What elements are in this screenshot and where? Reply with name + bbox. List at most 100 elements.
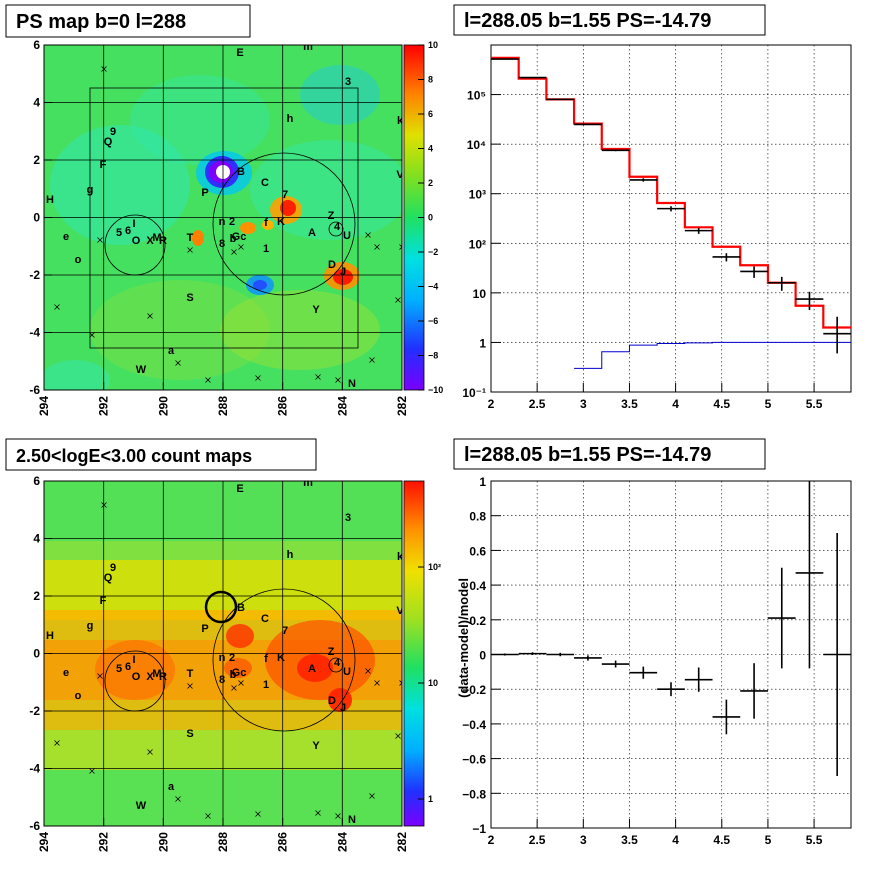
colorbar-tick-label: −6 bbox=[428, 316, 438, 326]
source-label: N bbox=[348, 814, 356, 826]
source-label: 3 bbox=[345, 76, 351, 88]
source-marker bbox=[205, 813, 211, 819]
x-tick-label: 5.5 bbox=[806, 397, 823, 411]
x-tick-label: 294 bbox=[37, 832, 51, 852]
source-label: b bbox=[230, 669, 237, 681]
colorbar-tick-label: 8 bbox=[428, 75, 433, 85]
source-label: P bbox=[201, 623, 208, 635]
x-tick-label: 3 bbox=[580, 833, 587, 847]
source-marker bbox=[238, 680, 244, 686]
source-label: b bbox=[230, 233, 237, 245]
source-label: n bbox=[219, 652, 226, 664]
source-marker bbox=[101, 502, 107, 508]
x-tick-label: 2 bbox=[488, 833, 495, 847]
source-label: J bbox=[340, 266, 346, 278]
x-tick-label: 292 bbox=[97, 832, 111, 852]
source-label: k bbox=[397, 115, 404, 127]
source-label: P bbox=[201, 187, 208, 199]
source-marker bbox=[101, 66, 107, 72]
ps-map-title: PS map b=0 l=288 bbox=[16, 11, 186, 33]
y-tick-label: 2 bbox=[33, 589, 40, 603]
source-label: 2 bbox=[229, 652, 235, 664]
source-label: a bbox=[168, 345, 175, 357]
source-label: Gc bbox=[232, 667, 247, 679]
colorbar-tick-label: 0 bbox=[428, 213, 433, 223]
source-label: o bbox=[75, 254, 82, 266]
source-label: O bbox=[132, 235, 141, 247]
source-label: 1 bbox=[263, 243, 269, 255]
source-marker bbox=[369, 357, 375, 363]
source-marker bbox=[395, 297, 401, 303]
y-tick-label: -2 bbox=[29, 704, 40, 718]
x-tick-label: 286 bbox=[276, 396, 290, 416]
x-tick-label: 288 bbox=[216, 396, 230, 416]
source-marker bbox=[399, 244, 402, 250]
source-marker bbox=[54, 304, 60, 310]
x-tick-label: 290 bbox=[156, 396, 170, 416]
source-label: n bbox=[219, 216, 226, 228]
x-tick-label: 282 bbox=[395, 396, 409, 416]
source-label: C bbox=[261, 613, 269, 625]
source-label: 8 bbox=[219, 674, 225, 686]
x-tick-label: 5 bbox=[765, 397, 772, 411]
colorbar-tick-label: 10 bbox=[428, 40, 438, 50]
residual-panel: 2 2.5 3 3.5 4 4.5 5 5.5 1 0.8 0.6 0.4 0.2 0 −0.2 −0.4 −… bbox=[453, 438, 852, 847]
source-marker bbox=[315, 810, 321, 816]
x-tick-label: 4 bbox=[672, 397, 679, 411]
source-label: J bbox=[340, 702, 346, 714]
source-label: B bbox=[237, 602, 245, 614]
x-tick-label: 5.5 bbox=[806, 833, 823, 847]
source-label: h bbox=[287, 549, 294, 561]
source-marker bbox=[147, 313, 153, 319]
source-label: f bbox=[264, 217, 268, 229]
source-marker bbox=[187, 247, 193, 253]
source-marker bbox=[97, 237, 103, 243]
x-tick-label: 3 bbox=[580, 397, 587, 411]
source-label: M bbox=[152, 668, 161, 680]
colorbar-tick-label: 6 bbox=[428, 109, 433, 119]
source-marker bbox=[255, 811, 261, 817]
source-label: K bbox=[277, 216, 285, 228]
colorbar-tick-label: 2 bbox=[428, 178, 433, 188]
colorbar-tick-label: 4 bbox=[428, 144, 433, 154]
source-label: 7 bbox=[282, 189, 288, 201]
source-label: Z bbox=[328, 210, 335, 222]
y-tick-label: 10 bbox=[473, 287, 487, 301]
source-label: 4 bbox=[334, 657, 341, 669]
y-tick-label: −1 bbox=[472, 822, 486, 836]
y-tick-label: 1 bbox=[479, 475, 486, 489]
source-label: F bbox=[100, 595, 107, 607]
source-marker bbox=[335, 813, 341, 819]
source-label: U bbox=[343, 666, 351, 678]
source-label: Z bbox=[328, 646, 335, 658]
y-tick-label: 0 bbox=[33, 211, 40, 225]
source-label: 9 bbox=[110, 562, 116, 574]
source-label: D bbox=[328, 259, 336, 271]
y-tick-label: −0.4 bbox=[462, 718, 486, 732]
y-tick-label: 0.8 bbox=[469, 510, 486, 524]
y-tick-label: 6 bbox=[33, 474, 40, 488]
y-tick-label: 6 bbox=[33, 38, 40, 52]
source-marker bbox=[175, 796, 181, 802]
x-tick-label: 4.5 bbox=[713, 833, 730, 847]
source-label: Gc bbox=[232, 231, 247, 243]
x-tick-label: 3.5 bbox=[621, 397, 638, 411]
source-label: 5 bbox=[116, 663, 122, 675]
model-step-line bbox=[574, 341, 851, 369]
x-tick-label: 286 bbox=[276, 832, 290, 852]
x-tick-label: 2.5 bbox=[529, 833, 546, 847]
y-tick-label: -6 bbox=[29, 383, 40, 397]
y-tick-label: 0 bbox=[479, 649, 486, 663]
source-label: e bbox=[63, 231, 69, 243]
source-marker bbox=[255, 375, 261, 381]
y-tick-label: -4 bbox=[29, 326, 40, 340]
x-tick-label: 4.5 bbox=[713, 397, 730, 411]
source-marker bbox=[54, 740, 60, 746]
spectrum-panel: 2 2.5 3 3.5 4 4.5 5 5.5 10⁻¹ 1 10 10² 10³ 10⁴ 10⁵ l=2… bbox=[453, 4, 852, 411]
source-label: 3 bbox=[345, 512, 351, 524]
source-label: 7 bbox=[282, 625, 288, 637]
source-label: H bbox=[46, 194, 54, 206]
source-marker bbox=[97, 673, 103, 679]
